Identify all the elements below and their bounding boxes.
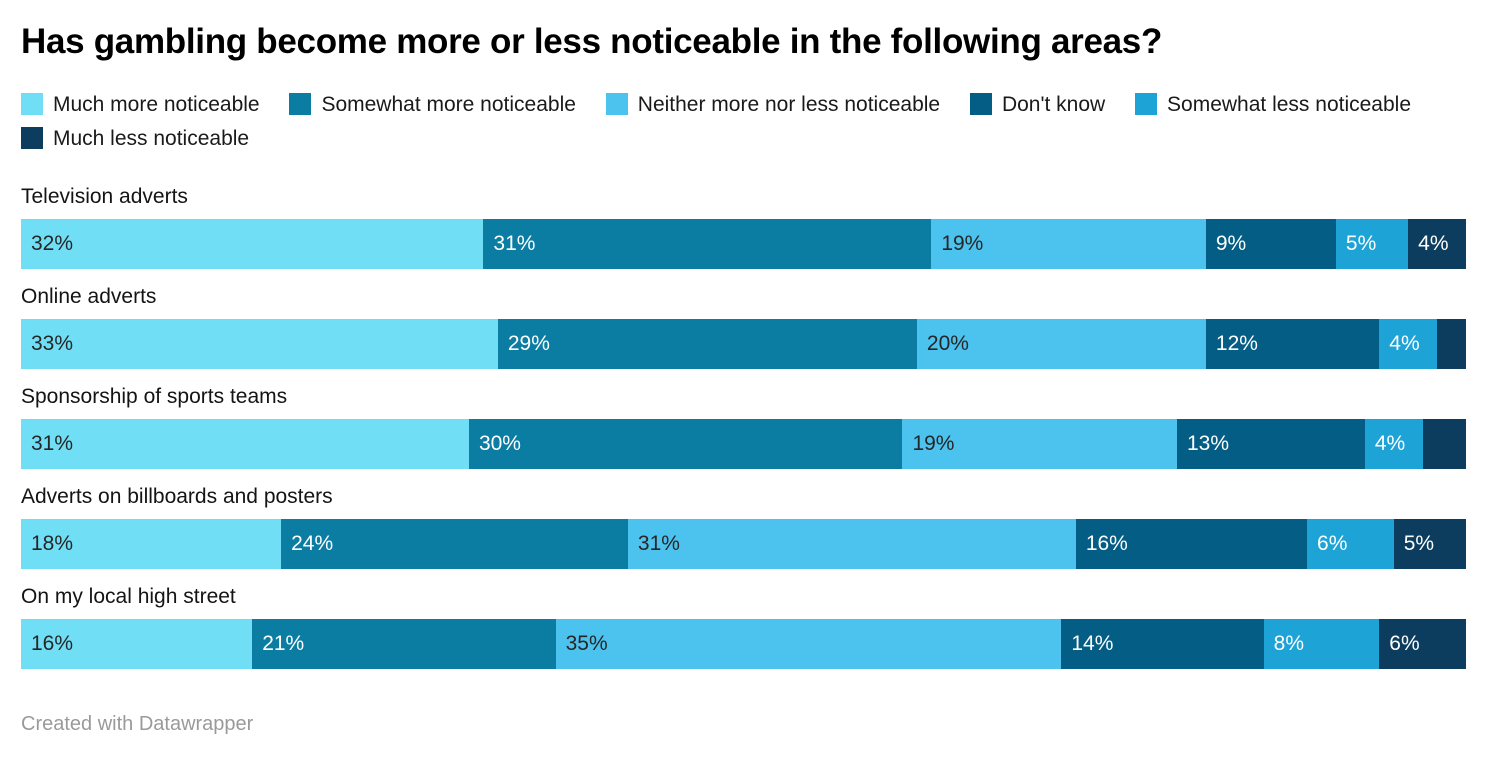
category-label: Sponsorship of sports teams <box>21 385 288 409</box>
stacked-bar-chart: Television adverts 32% 31% 19% 9% 5% 4% … <box>21 184 1466 670</box>
bar-segment: 16% <box>1075 519 1308 570</box>
segment-value-label: 5% <box>1403 532 1435 556</box>
legend-item-label: Neither more nor less noticeable <box>637 93 941 117</box>
segment-value-label: 19% <box>941 232 984 256</box>
stacked-bar: 16% 21% 35% 14% 8% 6% <box>21 619 1466 670</box>
segment-value-label: 6% <box>1389 632 1420 656</box>
segment-value-label: 21% <box>262 632 305 656</box>
segment-value-label: 4% <box>1418 232 1449 256</box>
bar-segment: 13% <box>1176 419 1365 470</box>
bar-row: Television adverts 32% 31% 19% 9% 5% 4% <box>21 184 1466 270</box>
bar-segment: 31% <box>21 419 469 470</box>
segment-value-label: 20% <box>926 332 969 356</box>
category-label: Online adverts <box>21 285 157 309</box>
bar-segment: 24% <box>281 519 628 570</box>
legend-item: Somewhat more noticeable <box>289 93 576 117</box>
bar-segment: 5% <box>1393 519 1466 570</box>
bar-segment: 12% <box>1205 319 1380 370</box>
bar-segment: 18% <box>21 519 282 570</box>
bar-segment: 29% <box>497 319 917 370</box>
legend-item: Neither more nor less noticeable <box>605 93 941 117</box>
legend-swatch-icon <box>1135 93 1158 116</box>
segment-value-label: 29% <box>507 332 550 356</box>
bar-segment: 35% <box>555 619 1062 670</box>
chart-title: Has gambling become more or less noticea… <box>21 22 1163 61</box>
segment-value-label: 16% <box>31 632 74 656</box>
bar-segment: 9% <box>1205 219 1336 270</box>
legend-item-label: Somewhat more noticeable <box>321 93 576 117</box>
datawrapper-credit: Created with Datawrapper <box>21 713 254 736</box>
legend-item-label: Somewhat less noticeable <box>1167 93 1412 117</box>
bar-segment: 6% <box>1379 619 1466 670</box>
segment-value-label: 19% <box>912 432 955 456</box>
category-label: On my local high street <box>21 585 236 609</box>
segment-value-label: 13% <box>1186 432 1230 456</box>
legend-swatch-icon <box>969 93 992 116</box>
bar-segment: 21% <box>252 619 556 670</box>
segment-value-label: 35% <box>565 632 608 656</box>
legend-item: Much more noticeable <box>21 93 260 116</box>
bar-row: On my local high street 16% 21% 35% 14% … <box>21 584 1466 670</box>
segment-value-label: 5% <box>1345 232 1377 256</box>
bar-segment: 5% <box>1335 219 1409 270</box>
bar-row: Sponsorship of sports teams 31% 30% 19% … <box>21 384 1466 470</box>
segment-value-label: 9% <box>1215 232 1247 256</box>
segment-value-label: 6% <box>1317 532 1348 556</box>
bar-segment: 31% <box>627 519 1076 570</box>
stacked-bar: 33% 29% 20% 12% 4% <box>21 319 1466 370</box>
bar-segment: 16% <box>21 619 253 670</box>
segment-value-label: 18% <box>31 532 74 556</box>
legend-item: Much less noticeable <box>21 127 249 150</box>
segment-value-label: 8% <box>1273 632 1305 656</box>
legend-item-label: Don't know <box>1001 93 1106 117</box>
segment-value-label: 16% <box>1085 532 1128 556</box>
segment-value-label: 30% <box>478 432 521 456</box>
category-label: Television adverts <box>21 185 188 209</box>
bar-segment: 4% <box>1379 319 1438 370</box>
segment-value-label: 24% <box>291 532 334 556</box>
segment-value-label: 4% <box>1389 332 1420 356</box>
legend-swatch-icon <box>605 93 628 116</box>
segment-value-label: 31% <box>637 532 680 556</box>
legend-swatch-icon <box>289 93 312 116</box>
bar-row: Online adverts 33% 29% 20% 12% 4% <box>21 284 1466 370</box>
bar-segment: 30% <box>468 419 903 470</box>
bar-segment <box>1422 419 1466 470</box>
legend-item-label: Much more noticeable <box>53 93 260 117</box>
category-label: Adverts on billboards and posters <box>21 485 333 509</box>
bar-segment: 8% <box>1263 619 1380 670</box>
segment-value-label: 31% <box>493 232 536 256</box>
segment-value-label: 4% <box>1374 432 1406 456</box>
segment-value-label: 12% <box>1215 332 1258 356</box>
bar-segment: 4% <box>1364 419 1423 470</box>
bar-segment: 19% <box>931 219 1206 270</box>
segment-value-label: 32% <box>31 232 74 256</box>
stacked-bar: 32% 31% 19% 9% 5% 4% <box>21 219 1466 270</box>
legend-swatch-icon <box>21 93 43 116</box>
bar-segment <box>1437 319 1466 370</box>
stacked-bar: 31% 30% 19% 13% 4% <box>21 419 1466 470</box>
bar-segment: 14% <box>1061 619 1264 670</box>
bar-segment: 32% <box>21 219 484 270</box>
bar-segment: 20% <box>916 319 1206 370</box>
segment-value-label: 14% <box>1071 632 1114 656</box>
bar-segment: 19% <box>902 419 1177 470</box>
bar-segment: 33% <box>21 319 498 370</box>
bar-segment: 31% <box>483 219 932 270</box>
segment-value-label: 31% <box>31 432 74 456</box>
bar-segment: 4% <box>1408 219 1466 270</box>
legend-item: Don't know <box>969 93 1106 117</box>
legend: Much more noticeable Somewhat more notic… <box>21 88 1466 156</box>
bar-row: Adverts on billboards and posters 18% 24… <box>21 484 1466 570</box>
segment-value-label: 33% <box>31 332 74 356</box>
stacked-bar: 18% 24% 31% 16% 6% 5% <box>21 519 1466 570</box>
legend-item-label: Much less noticeable <box>53 127 250 151</box>
legend-item: Somewhat less noticeable <box>1135 93 1411 116</box>
bar-segment: 6% <box>1307 519 1394 570</box>
legend-swatch-icon <box>21 127 43 150</box>
